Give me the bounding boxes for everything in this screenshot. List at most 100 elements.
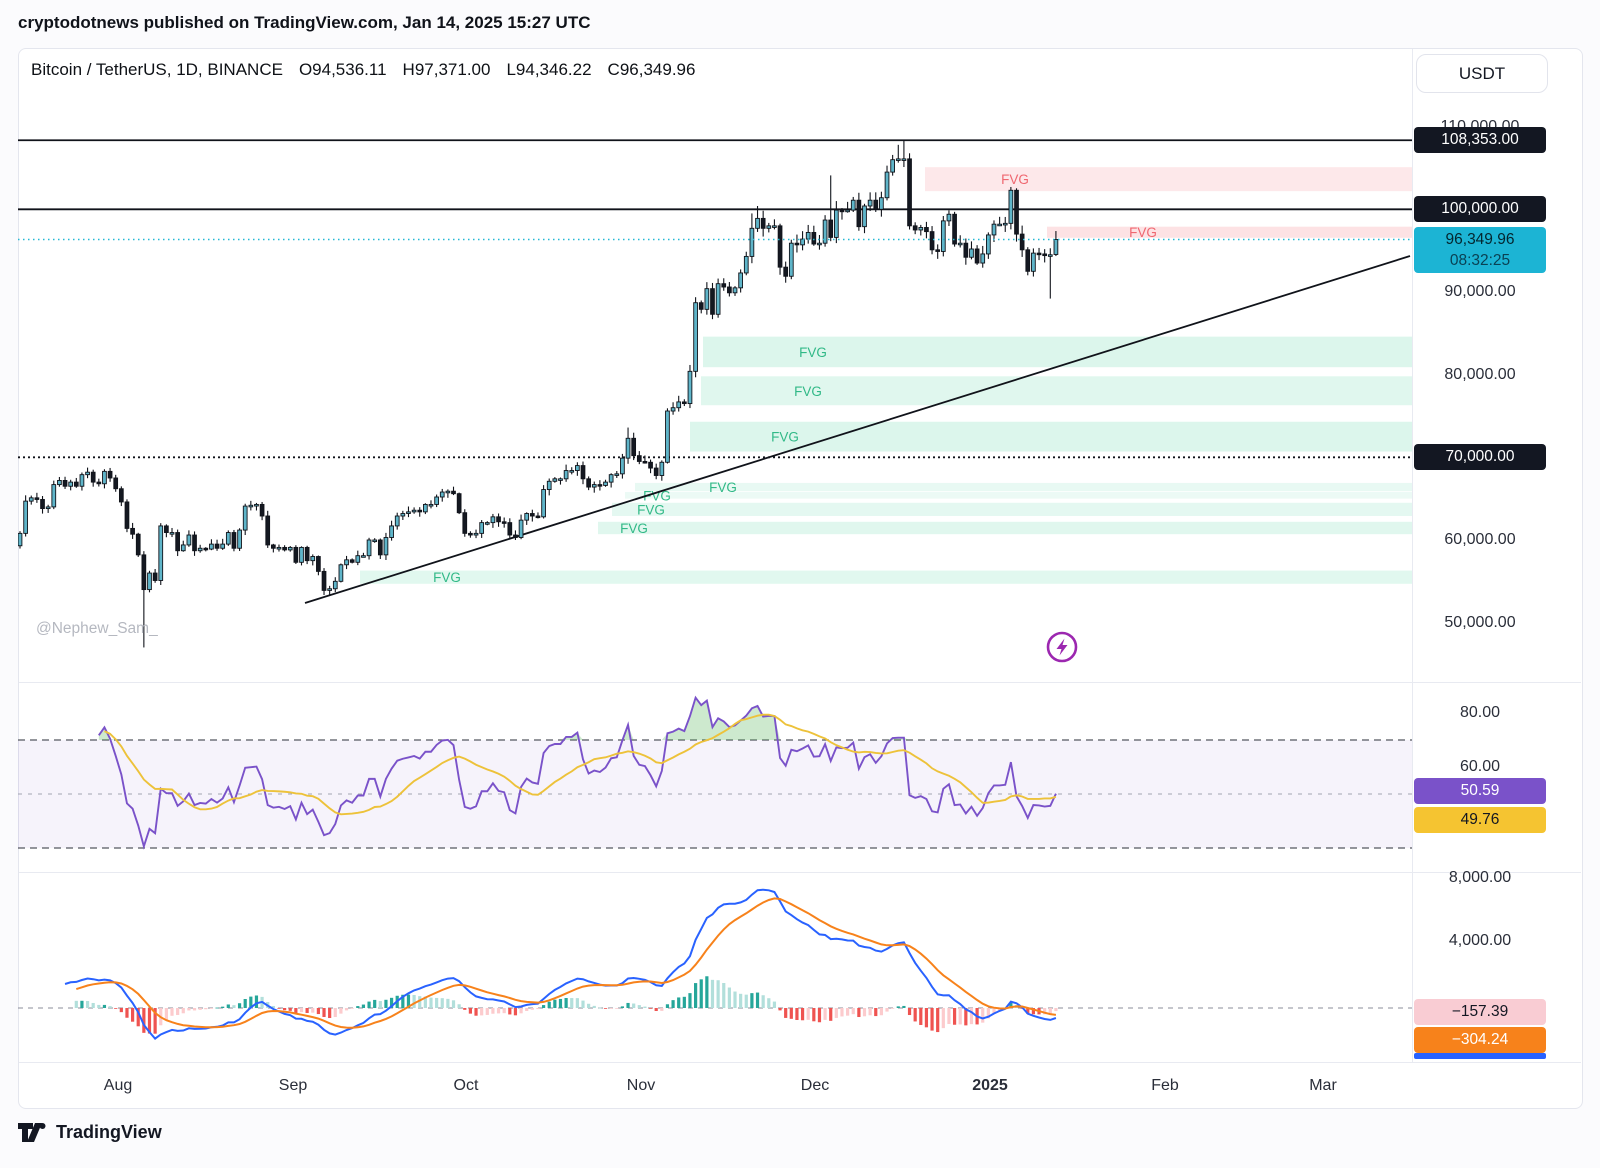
macd-hist-bar	[147, 1008, 152, 1034]
time-axis-label-sep: Sep	[278, 1077, 308, 1094]
macd-hist-bar	[204, 1008, 208, 1010]
macd-hist-bar	[823, 1008, 827, 1020]
candle-up	[788, 242, 794, 277]
candle-down	[698, 302, 704, 310]
candle-down	[259, 503, 265, 517]
candle-down	[631, 437, 637, 457]
candle-down	[513, 534, 518, 538]
macd-hist-bar	[283, 1008, 287, 1011]
panel-separator-macd[interactable]	[19, 872, 1581, 873]
macd-hist-bar	[688, 993, 692, 1008]
macd-hist-bar	[632, 1003, 636, 1008]
candle-up	[569, 470, 575, 473]
candle-down	[783, 266, 789, 277]
price-tick: 90,000.00	[1444, 282, 1516, 300]
macd-hist-bar	[485, 1008, 489, 1015]
macd-hist-bar	[243, 999, 247, 1008]
fvg-label: FVG	[643, 488, 671, 503]
macd-hist-bar	[665, 1004, 670, 1008]
macd-hist-bar	[102, 1004, 107, 1008]
currency-toggle-button[interactable]: USDT	[1416, 54, 1548, 93]
candle-up	[445, 490, 451, 494]
macd-hist-bar	[333, 1008, 337, 1018]
candle-up	[969, 248, 974, 258]
trendline[interactable]	[304, 255, 1411, 604]
macd-hist-bar	[654, 1008, 658, 1012]
candle-down	[856, 199, 862, 228]
candle-up	[940, 220, 946, 252]
candle-up	[755, 217, 760, 229]
candle-down	[349, 559, 355, 563]
macd-hist-bar	[919, 1008, 923, 1025]
candle-down	[282, 546, 287, 551]
candle-up	[524, 513, 530, 521]
candle-up	[51, 484, 57, 508]
ohlc-low: L94,346.22	[506, 60, 592, 79]
candle-up	[591, 484, 597, 488]
candle-down	[727, 286, 732, 294]
macd-hist-bar	[1031, 1008, 1035, 1015]
candle-up	[68, 481, 74, 487]
author-watermark: @Nephew_Sam_	[36, 620, 158, 637]
rsi-ma-line	[104, 713, 1057, 816]
macd-hist-bar	[142, 1008, 146, 1033]
candle-up	[659, 461, 665, 476]
macd-hist-bar	[806, 1008, 810, 1020]
byline-text: cryptodotnews published on TradingView.c…	[18, 13, 591, 32]
candle-up	[918, 227, 924, 231]
panel-separator-rsi[interactable]	[19, 682, 1581, 683]
macd-hist-bar	[986, 1008, 990, 1019]
macd-hist-bar	[598, 1007, 602, 1009]
macd-hist-bar	[716, 980, 720, 1008]
macd-hist-bar	[176, 1008, 180, 1016]
symbol-title[interactable]: Bitcoin / TetherUS, 1D, BINANCE	[31, 60, 283, 79]
candle-up	[749, 227, 755, 257]
macd-hist-bar	[418, 996, 422, 1008]
candle-up	[102, 470, 107, 485]
candle-down	[681, 401, 687, 405]
macd-tick: 4,000.00	[1448, 932, 1512, 949]
macd-hist-bar	[350, 1008, 354, 1009]
candle-up	[895, 158, 901, 161]
candle-up	[411, 509, 417, 513]
candle-up	[541, 489, 546, 518]
candle-up	[1008, 189, 1014, 224]
time-axis-label-feb: Feb	[1151, 1077, 1179, 1094]
macd-hist-bar	[108, 1006, 112, 1008]
macd-hist-bar	[710, 979, 715, 1008]
countdown-timer: 08:32:25	[1449, 252, 1511, 270]
price-tick: 60,000.00	[1444, 530, 1516, 548]
candle-up	[800, 238, 805, 246]
macd-hist-bar	[896, 1006, 900, 1008]
macd-line-badge-clipped	[1414, 1053, 1546, 1059]
candle-down	[152, 572, 158, 581]
candle-down	[1036, 252, 1042, 256]
candle-up	[890, 159, 895, 173]
candle-up	[558, 478, 563, 481]
candle-up	[434, 496, 439, 505]
macd-hist-bar	[271, 1005, 275, 1008]
candle-down	[907, 158, 912, 227]
candle-down	[586, 478, 591, 488]
candle-down	[529, 513, 535, 517]
candle-down	[321, 570, 327, 591]
macd-hist-bar	[384, 999, 388, 1008]
boost-flash-icon[interactable]	[1044, 629, 1080, 665]
candle-up	[687, 370, 693, 405]
candle-up	[991, 223, 997, 236]
candle-up	[394, 515, 400, 527]
footer-logo[interactable]: TradingView	[18, 1122, 162, 1143]
candle-down	[924, 227, 929, 233]
fvg-zone-green	[598, 521, 1412, 535]
candle-up	[23, 500, 28, 534]
candle-up	[563, 470, 569, 480]
candle-up	[338, 564, 344, 582]
candle-down	[451, 490, 456, 495]
candle-up	[479, 522, 485, 534]
macd-hist-bar	[457, 1004, 461, 1008]
candle-down	[974, 248, 980, 264]
candle-down	[721, 283, 727, 288]
candle-down	[141, 554, 147, 591]
macd-hist-bar	[423, 996, 427, 1008]
